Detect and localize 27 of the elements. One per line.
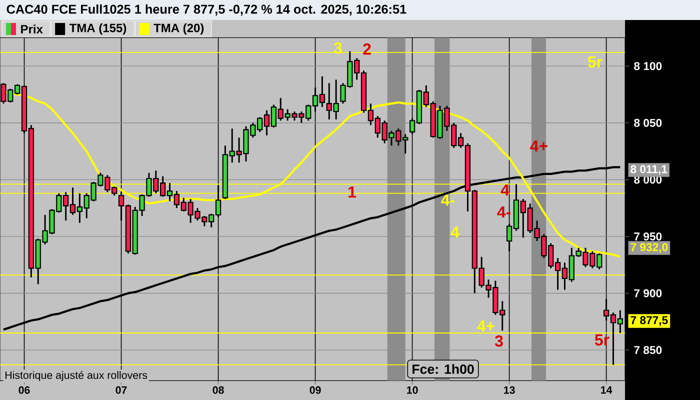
annotation: 4- [441, 194, 454, 206]
y-tick-label: 7 900 [634, 289, 662, 298]
annotation: 3 [494, 335, 503, 347]
x-tick-label: 13 [504, 386, 515, 394]
x-tick-label: 07 [116, 386, 127, 394]
text: 8 011,1 [630, 165, 668, 175]
text: 7 877,5 [630, 316, 668, 326]
annotation: 4+ [530, 140, 548, 152]
annotation: 4+ [477, 320, 494, 332]
x-tick-label: 09 [310, 386, 321, 394]
legend-label: TMA (20) [154, 23, 204, 35]
chart-title: CAC40 FCE Full1025 1 heure 7 877,5 -0,72 % 14 oct. 2025, 10:26:51 [6, 4, 406, 16]
text: 7 932,0 [630, 243, 668, 253]
y-tick-label: 8 050 [634, 118, 662, 127]
x-tick-label: 06 [18, 386, 30, 394]
legend-label: TMA (155) [69, 23, 126, 35]
annotation: Fce: 1h00 [412, 364, 474, 374]
x-tick-label: 10 [407, 386, 418, 394]
x-tick-label: 14 [601, 386, 612, 394]
annotation: 5r [588, 56, 602, 68]
y-tick-label: 8 100 [634, 62, 662, 70]
y-tick-label: 7 850 [634, 346, 662, 354]
y-tick-label: 7 950 [634, 232, 662, 240]
annotation: Historique ajusté aux rollovers [5, 370, 148, 382]
x-tick-label: 08 [212, 386, 224, 394]
annotation: 4 [450, 226, 460, 238]
legend-label: Prix [21, 24, 43, 34]
